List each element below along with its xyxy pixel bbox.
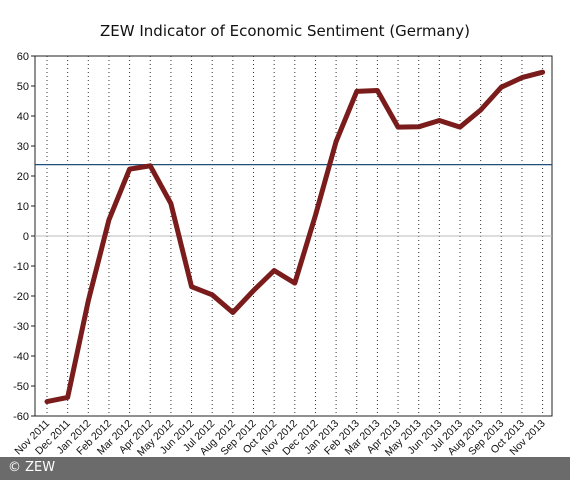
data-point	[479, 108, 483, 112]
data-point	[45, 400, 49, 404]
data-point	[520, 76, 524, 80]
data-point	[541, 70, 545, 74]
y-tick-label: -60	[13, 411, 29, 423]
data-point	[169, 202, 173, 206]
data-point	[272, 269, 276, 272]
data-point	[396, 125, 400, 129]
y-tick-label: 20	[17, 171, 29, 183]
y-tick-label: -30	[13, 321, 29, 333]
y-tick-label: -50	[13, 381, 29, 393]
footer-bar: © ZEW	[0, 457, 570, 480]
y-tick-label: 0	[23, 231, 29, 243]
y-tick-label: -40	[13, 351, 29, 363]
data-point	[190, 285, 194, 289]
data-point	[210, 293, 214, 297]
y-tick-label: 10	[17, 201, 29, 213]
data-point	[417, 125, 421, 129]
y-tick-label: 30	[17, 141, 29, 153]
data-point	[148, 164, 152, 168]
data-point	[458, 125, 462, 129]
y-tick-label: 50	[17, 81, 29, 93]
data-point	[293, 281, 297, 285]
data-point	[499, 85, 503, 89]
data-point	[355, 89, 359, 93]
data-point	[375, 89, 379, 92]
data-point	[313, 213, 317, 217]
data-point	[437, 119, 441, 122]
data-point	[66, 395, 70, 399]
y-tick-label: 60	[17, 51, 29, 63]
y-tick-label: -10	[13, 261, 29, 273]
data-point	[128, 167, 132, 171]
copyright-credit: © ZEW	[8, 460, 56, 475]
chart-title: ZEW Indicator of Economic Sentiment (Ger…	[100, 22, 470, 40]
data-point	[231, 311, 235, 314]
data-point	[86, 299, 90, 303]
y-tick-label: 40	[17, 111, 29, 123]
data-point	[107, 218, 111, 222]
data-point	[252, 289, 255, 293]
y-tick-label: -20	[13, 291, 29, 303]
data-point	[334, 140, 338, 143]
